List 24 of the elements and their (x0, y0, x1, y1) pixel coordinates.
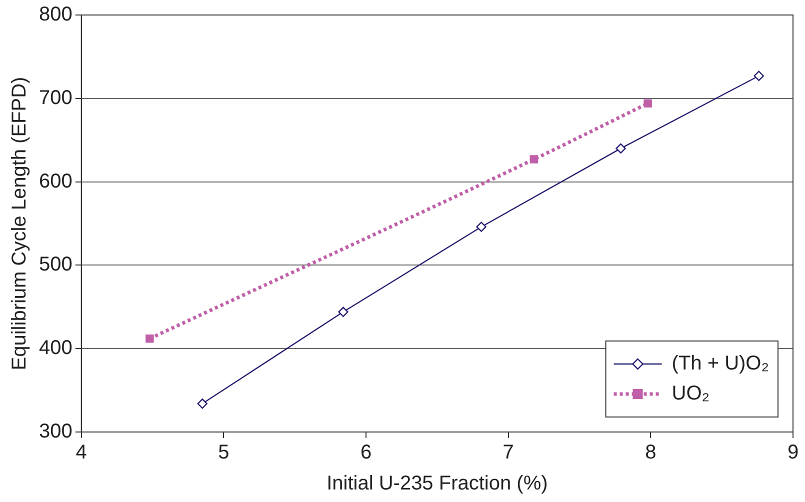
y-tick-label: 300 (38, 420, 72, 443)
y-tick-label: 500 (38, 254, 72, 276)
legend-label: (Th + U)O₂ (672, 352, 769, 375)
point (644, 99, 652, 108)
y-tick-label: 400 (38, 337, 72, 360)
x-tick-label: 7 (502, 442, 514, 464)
point (616, 143, 626, 154)
point (338, 306, 348, 318)
x-tick-label: 6 (360, 442, 372, 464)
x-axis-title: Initial U-235 Fraction (%) (326, 472, 548, 495)
y-tick-label: 600 (38, 170, 72, 192)
x-tick-label: 8 (645, 442, 656, 464)
legend-label: UO₂ (672, 382, 710, 405)
point (530, 155, 538, 164)
x-tick-label: 9 (787, 442, 799, 464)
x-tick-label: 5 (218, 442, 230, 464)
point (197, 398, 208, 409)
point (146, 334, 154, 343)
y-tick-label: 700 (38, 86, 72, 109)
y-tick-label: 800 (38, 4, 72, 26)
point (476, 222, 486, 232)
y-axis-title: Equilibrium Cycle Length (EFPD) (8, 76, 31, 370)
x-tick-label: 4 (76, 442, 87, 464)
point (754, 70, 764, 81)
